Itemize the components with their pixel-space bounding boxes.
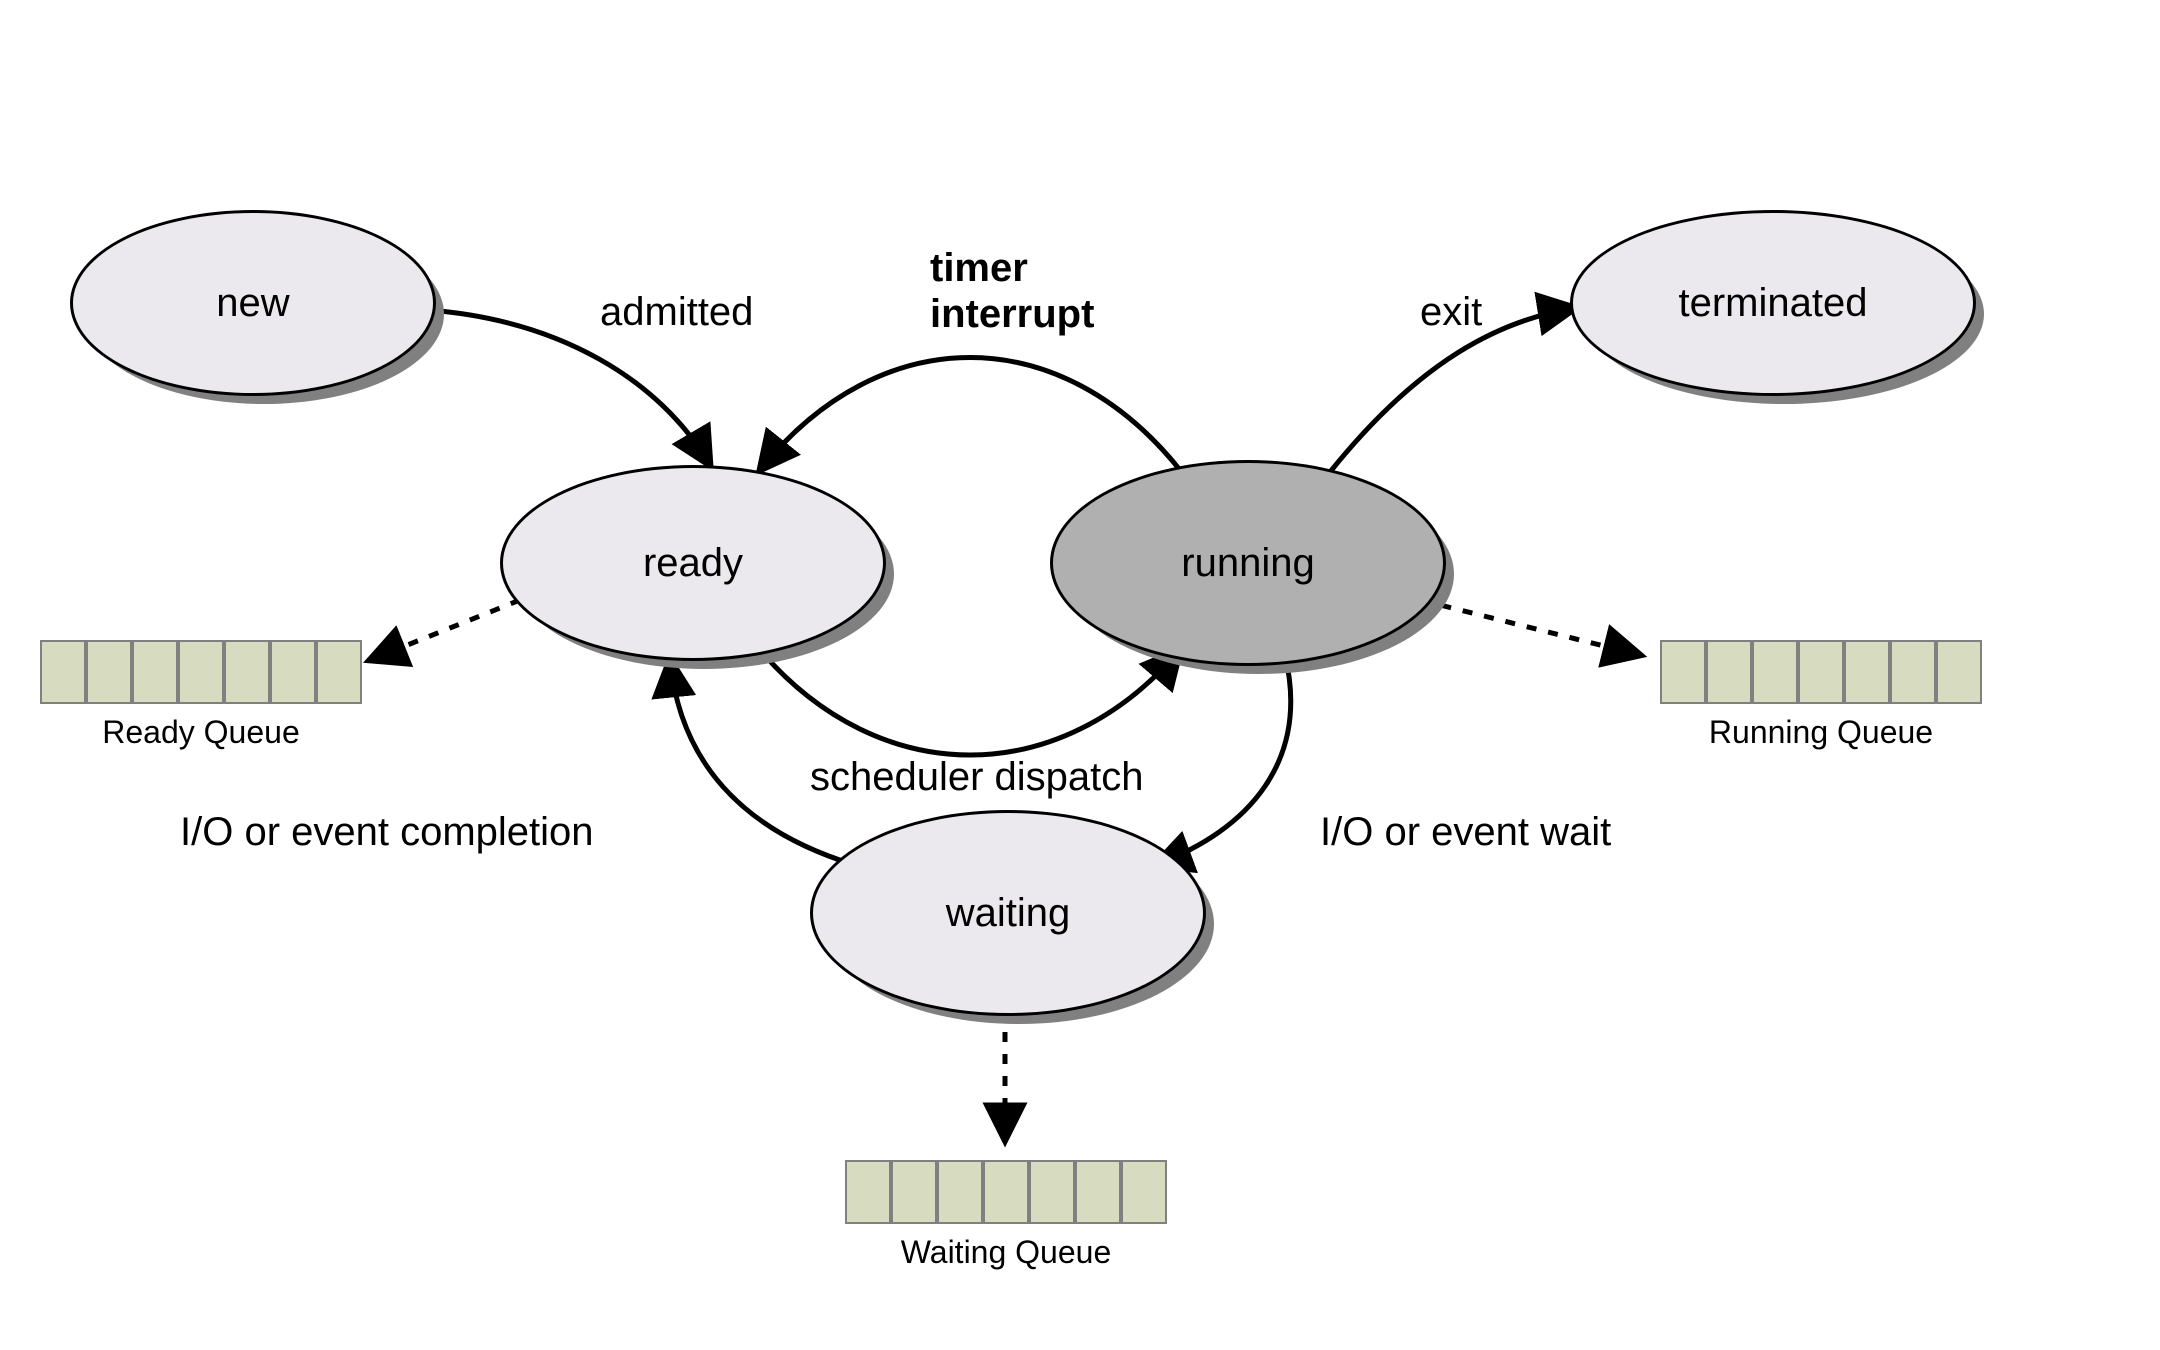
node-terminated-label: terminated bbox=[1679, 281, 1868, 326]
ready-queue-cells bbox=[40, 640, 362, 704]
queue-cell bbox=[1752, 640, 1798, 704]
queue-cell bbox=[40, 640, 86, 704]
dotted-running-to-queue bbox=[1420, 600, 1640, 655]
node-terminated: terminated bbox=[1570, 210, 1970, 390]
queue-cell bbox=[178, 640, 224, 704]
label-io-wait: I/O or event wait bbox=[1320, 810, 1611, 855]
queue-cell bbox=[1936, 640, 1982, 704]
label-scheduler-dispatch: scheduler dispatch bbox=[810, 755, 1144, 800]
queue-cell bbox=[845, 1160, 891, 1224]
dotted-ready-to-queue bbox=[370, 600, 520, 660]
queue-cell bbox=[937, 1160, 983, 1224]
queue-cell bbox=[224, 640, 270, 704]
queue-cell bbox=[983, 1160, 1029, 1224]
running-queue: Running Queue bbox=[1660, 640, 1982, 751]
waiting-queue-cells bbox=[845, 1160, 1167, 1224]
label-io-complete: I/O or event completion bbox=[180, 810, 594, 855]
node-new-label: new bbox=[216, 281, 289, 326]
queue-cell bbox=[86, 640, 132, 704]
queue-cell bbox=[1890, 640, 1936, 704]
waiting-queue: Waiting Queue bbox=[845, 1160, 1167, 1271]
ready-queue-caption: Ready Queue bbox=[40, 714, 362, 751]
queue-cell bbox=[1844, 640, 1890, 704]
queue-cell bbox=[891, 1160, 937, 1224]
running-queue-cells bbox=[1660, 640, 1982, 704]
node-running-label: running bbox=[1181, 541, 1314, 586]
node-ready-label: ready bbox=[643, 541, 743, 586]
node-waiting-label: waiting bbox=[946, 891, 1071, 936]
ready-queue: Ready Queue bbox=[40, 640, 362, 751]
queue-cell bbox=[1075, 1160, 1121, 1224]
label-timer-interrupt: timer interrupt bbox=[930, 245, 1094, 337]
node-running: running bbox=[1050, 460, 1440, 660]
label-admitted: admitted bbox=[600, 290, 753, 335]
queue-cell bbox=[316, 640, 362, 704]
process-state-diagram: new terminated ready running waiting adm… bbox=[0, 0, 2160, 1350]
queue-cell bbox=[270, 640, 316, 704]
node-new: new bbox=[70, 210, 430, 390]
queue-cell bbox=[1706, 640, 1752, 704]
running-queue-caption: Running Queue bbox=[1660, 714, 1982, 751]
queue-cell bbox=[132, 640, 178, 704]
edge-scheduler-dispatch bbox=[760, 650, 1180, 755]
label-exit: exit bbox=[1420, 290, 1482, 335]
queue-cell bbox=[1029, 1160, 1075, 1224]
queue-cell bbox=[1121, 1160, 1167, 1224]
waiting-queue-caption: Waiting Queue bbox=[845, 1234, 1167, 1271]
edge-timer-interrupt bbox=[760, 358, 1180, 471]
node-ready: ready bbox=[500, 465, 880, 655]
queue-cell bbox=[1798, 640, 1844, 704]
queue-cell bbox=[1660, 640, 1706, 704]
node-waiting: waiting bbox=[810, 810, 1200, 1010]
